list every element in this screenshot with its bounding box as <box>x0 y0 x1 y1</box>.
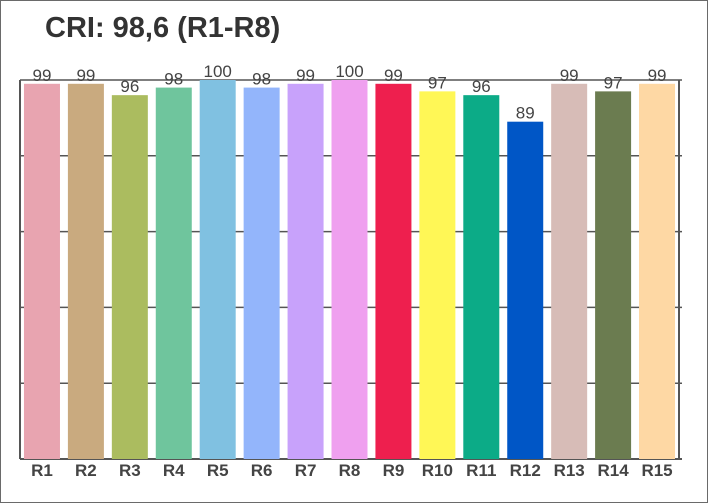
bar-r11 <box>463 95 500 459</box>
bar-r7 <box>287 83 324 459</box>
tick-label-r11: R11 <box>466 461 496 480</box>
data-label-r12: 89 <box>516 104 535 123</box>
tick-label-r2: R2 <box>75 461 97 480</box>
tick-label-r6: R6 <box>251 461 273 480</box>
tick-label-r9: R9 <box>383 461 405 480</box>
tick-label-r10: R10 <box>422 461 453 480</box>
bar-r1 <box>23 83 60 459</box>
data-label-r2: 99 <box>76 66 95 85</box>
tick-label-r14: R14 <box>598 461 630 480</box>
tick-label-r5: R5 <box>207 461 229 480</box>
data-label-r14: 97 <box>604 73 623 92</box>
bar-r5 <box>199 80 236 459</box>
data-label-r6: 98 <box>252 70 271 89</box>
bar-r6 <box>243 87 280 459</box>
bar-r13 <box>551 83 588 459</box>
bar-r15 <box>639 83 676 459</box>
tick-label-r7: R7 <box>295 461 317 480</box>
chart-title: CRI: 98,6 (R1-R8) <box>45 12 281 44</box>
bar-r9 <box>375 83 412 459</box>
tick-label-r13: R13 <box>554 461 585 480</box>
data-label-r8: 100 <box>335 62 363 81</box>
bar-r3 <box>111 95 148 459</box>
bar-r2 <box>67 83 104 459</box>
data-label-r1: 99 <box>33 66 52 85</box>
bar-r14 <box>595 91 632 460</box>
data-label-r5: 100 <box>204 62 232 81</box>
bar-r8 <box>331 80 368 459</box>
tick-label-r15: R15 <box>641 461 672 480</box>
tick-label-r1: R1 <box>31 461 53 480</box>
bar-r4 <box>155 87 192 459</box>
data-label-r3: 96 <box>120 77 139 96</box>
data-label-r4: 98 <box>164 70 183 89</box>
tick-label-r8: R8 <box>339 461 361 480</box>
bar-r10 <box>419 91 456 460</box>
data-label-r10: 97 <box>428 73 447 92</box>
data-label-r13: 99 <box>560 66 579 85</box>
data-label-r15: 99 <box>648 66 667 85</box>
data-label-r9: 99 <box>384 66 403 85</box>
tick-label-r4: R4 <box>163 461 185 480</box>
data-label-r7: 99 <box>296 66 315 85</box>
tick-label-r3: R3 <box>119 461 141 480</box>
tick-label-r12: R12 <box>510 461 541 480</box>
bar-r12 <box>507 121 544 459</box>
data-label-r11: 96 <box>472 77 491 96</box>
